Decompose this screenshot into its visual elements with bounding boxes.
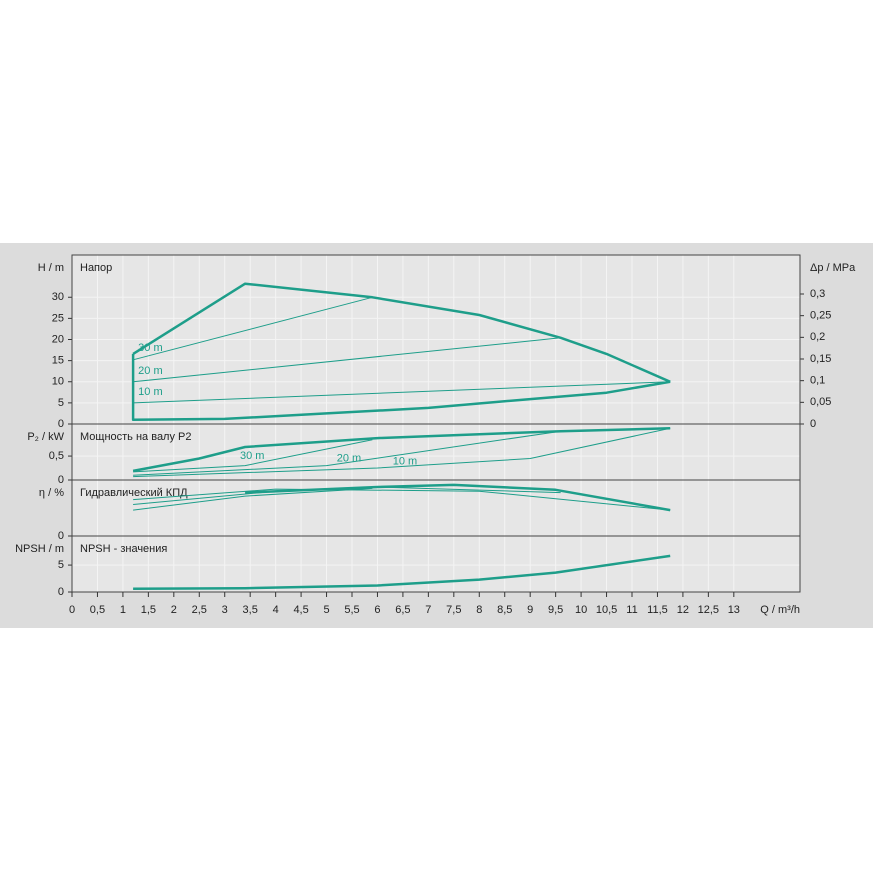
x-tick-label: 8	[476, 604, 482, 616]
plot-area	[72, 480, 800, 536]
y-tick-label: 0	[58, 474, 64, 486]
x-tick-label: 9,5	[548, 604, 563, 616]
panel-title: Гидравлический КПД	[80, 487, 188, 499]
x-tick-label: 5	[323, 604, 329, 616]
x-tick-label: 7	[425, 604, 431, 616]
data-line	[131, 353, 671, 422]
x-tick-label: 4	[273, 604, 279, 616]
x-tick-label: 5,5	[344, 604, 359, 616]
panel-title: NPSH - значения	[80, 543, 167, 555]
annotation: 10 m	[138, 386, 162, 398]
panel-title: Напор	[80, 262, 112, 274]
y2-tick-label: 0	[810, 418, 816, 430]
x-tick-label: 2,5	[192, 604, 207, 616]
y-tick-label: 5	[58, 397, 64, 409]
y-tick-label: 20	[52, 333, 64, 345]
data-line	[133, 486, 561, 505]
x-tick-label: 13	[728, 604, 740, 616]
x-tick-label: 12,5	[698, 604, 719, 616]
y-tick-label: 10	[52, 376, 64, 388]
y-axis-label: H / m	[38, 262, 64, 274]
annotation: 20 m	[138, 365, 162, 377]
y-tick-label: 25	[52, 312, 64, 324]
x-tick-label: 6	[374, 604, 380, 616]
data-line	[133, 439, 373, 473]
x-tick-label: 8,5	[497, 604, 512, 616]
data-line	[132, 282, 671, 383]
x-tick-label: 2	[171, 604, 177, 616]
x-tick-label: 0	[69, 604, 75, 616]
x-tick-label: 11	[626, 604, 637, 616]
data-line	[133, 430, 561, 476]
y-axis-label: NPSH / m	[15, 543, 64, 555]
plot-area	[72, 424, 800, 480]
x-tick-label: 0,5	[90, 604, 105, 616]
plot-area	[72, 536, 800, 592]
data-line	[133, 554, 671, 591]
y-tick-label: 0	[58, 530, 64, 542]
annotation: 30 m	[138, 342, 162, 354]
y2-tick-label: 0,3	[810, 288, 825, 300]
x-tick-label: 1	[120, 604, 126, 616]
y2-tick-label: 0,1	[810, 375, 825, 387]
y2-tick-label: 0,15	[810, 353, 831, 365]
x-axis-label: Q / m³/h	[760, 604, 800, 616]
y2-tick-label: 0,2	[810, 331, 825, 343]
y-tick-label: 0,5	[49, 450, 64, 462]
y2-axis-label: Δp / MPa	[810, 262, 856, 274]
x-tick-label: 11,5	[647, 604, 668, 616]
annotation: 20 m	[337, 452, 361, 464]
x-tick-label: 12	[677, 604, 689, 616]
annotation: 10 m	[393, 456, 417, 468]
x-tick-label: 7,5	[446, 604, 461, 616]
data-line	[133, 427, 671, 478]
y-tick-label: 0	[58, 586, 64, 598]
data-line	[133, 337, 561, 383]
y2-tick-label: 0,25	[810, 310, 831, 322]
data-line	[132, 296, 373, 361]
x-tick-label: 9	[527, 604, 533, 616]
x-tick-label: 3	[222, 604, 228, 616]
y-tick-label: 0	[58, 418, 64, 430]
x-tick-label: 4,5	[293, 604, 308, 616]
data-line	[133, 488, 671, 511]
y-axis-label: P₂ / kW	[27, 431, 64, 443]
x-tick-label: 10,5	[596, 604, 617, 616]
y-axis-label: η / %	[39, 487, 64, 499]
x-tick-label: 3,5	[243, 604, 258, 616]
x-tick-label: 1,5	[141, 604, 156, 616]
plot-border	[71, 535, 801, 593]
data-line	[132, 427, 671, 473]
x-tick-label: 6,5	[395, 604, 410, 616]
data-line	[133, 487, 373, 511]
x-tick-label: 10	[575, 604, 587, 616]
y2-tick-label: 0,05	[810, 396, 831, 408]
data-line	[133, 381, 671, 404]
panel-title: Мощность на валу P2	[80, 431, 192, 443]
y-tick-label: 30	[52, 291, 64, 303]
annotation: 30 m	[240, 450, 264, 462]
y-tick-label: 15	[52, 355, 64, 367]
y-tick-label: 5	[58, 559, 64, 571]
